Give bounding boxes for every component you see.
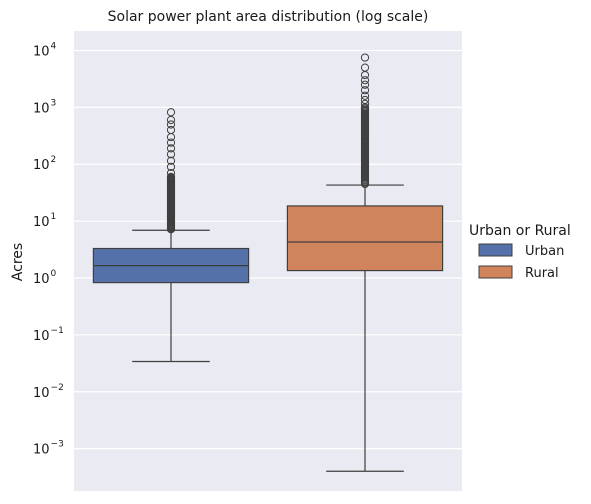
outlier-point — [360, 99, 370, 109]
legend-label-urban: Urban — [525, 244, 564, 259]
outlier-point — [166, 108, 176, 117]
y-tick-label-2: 102 — [33, 155, 56, 173]
outlier-point — [166, 120, 176, 129]
y-tick-label-5: 10−1 — [33, 326, 64, 344]
chart-title: Solar power plant area distribution (log… — [108, 9, 429, 25]
legend-swatch-urban — [478, 243, 513, 257]
y-axis-label: Acres — [10, 243, 26, 281]
outlier-point — [166, 150, 176, 159]
outlier-point — [360, 80, 370, 89]
outlier-point — [166, 115, 176, 125]
legend-label-rural: Rural — [525, 266, 559, 281]
outlier-point — [360, 95, 370, 105]
outlier-point — [166, 168, 176, 178]
y-tick-label-1: 103 — [33, 98, 56, 116]
outlier-point — [166, 138, 176, 147]
y-tick-label-3: 101 — [33, 212, 56, 230]
y-tick-label-0: 104 — [33, 41, 57, 59]
legend-swatch-rural — [478, 265, 513, 279]
outlier-point — [166, 156, 176, 165]
box-series — [92, 53, 444, 472]
y-tick-label-4: 100 — [33, 269, 57, 287]
outlier-point — [166, 144, 176, 153]
legend-title: Urban or Rural — [469, 223, 571, 239]
y-tick-label-6: 10−2 — [33, 383, 64, 401]
outlier-point — [360, 63, 370, 72]
iqr-box — [286, 205, 444, 272]
y-tick-label-7: 10−3 — [33, 440, 64, 458]
y-axis-ticks: 104 103 102 101 100 10−1 10−2 10−3 — [33, 41, 64, 457]
outlier-point — [360, 91, 370, 100]
outlier-point — [360, 76, 370, 85]
outlier-point — [166, 162, 176, 171]
outlier-point — [360, 86, 370, 95]
outlier-point — [166, 125, 176, 135]
grid-lines — [74, 49, 462, 450]
legend: Urban or Rural Urban Rural — [469, 223, 571, 281]
box-rural — [286, 53, 444, 472]
outlier-point — [166, 172, 176, 181]
outlier-point — [360, 53, 370, 62]
box-urban — [92, 108, 250, 363]
